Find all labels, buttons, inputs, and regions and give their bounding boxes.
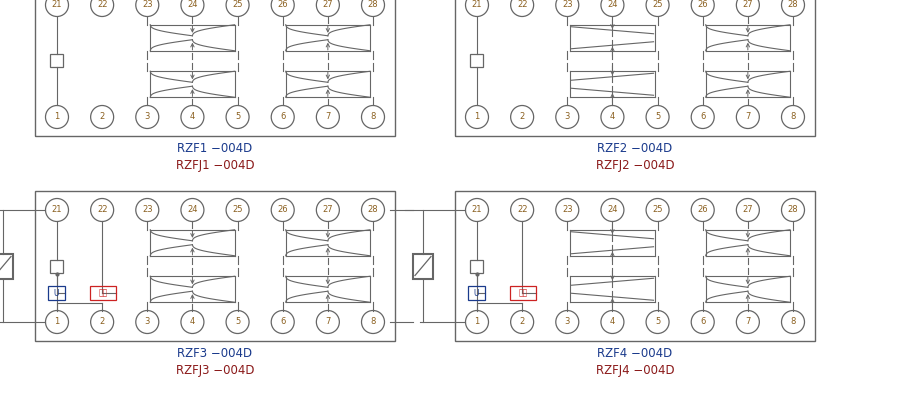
Text: 5: 5 bbox=[655, 113, 661, 122]
Text: 23: 23 bbox=[562, 0, 572, 10]
Text: 2: 2 bbox=[100, 318, 104, 326]
Text: RZFJ1 −004D: RZFJ1 −004D bbox=[176, 159, 255, 172]
Text: 1: 1 bbox=[474, 113, 480, 122]
Text: RZFJ3 −004D: RZFJ3 −004D bbox=[176, 364, 254, 377]
Text: U: U bbox=[54, 288, 59, 298]
Text: 6: 6 bbox=[700, 318, 706, 326]
Text: 5: 5 bbox=[655, 318, 661, 326]
Text: 7: 7 bbox=[325, 113, 330, 122]
Text: RZFJ4 −004D: RZFJ4 −004D bbox=[596, 364, 674, 377]
Text: 21: 21 bbox=[472, 205, 482, 215]
Text: 22: 22 bbox=[517, 205, 527, 215]
Text: 电源: 电源 bbox=[98, 288, 108, 298]
Text: 4: 4 bbox=[610, 113, 615, 122]
Bar bbox=[471, 55, 483, 67]
Bar bbox=[50, 55, 64, 67]
Text: 27: 27 bbox=[322, 205, 333, 215]
Text: 4: 4 bbox=[190, 113, 195, 122]
Bar bbox=[35, 191, 395, 341]
Bar bbox=[90, 286, 116, 300]
Bar bbox=[468, 286, 485, 300]
Bar bbox=[471, 259, 483, 273]
Text: 8: 8 bbox=[370, 113, 375, 122]
Text: 3: 3 bbox=[145, 318, 150, 326]
Text: 28: 28 bbox=[368, 205, 378, 215]
Text: 2: 2 bbox=[519, 318, 525, 326]
Text: 3: 3 bbox=[564, 318, 570, 326]
Text: 5: 5 bbox=[235, 113, 240, 122]
Text: 28: 28 bbox=[368, 0, 378, 10]
Text: 26: 26 bbox=[698, 0, 708, 10]
Text: 27: 27 bbox=[742, 205, 753, 215]
Text: 4: 4 bbox=[190, 318, 195, 326]
Text: 28: 28 bbox=[788, 205, 798, 215]
Text: 1: 1 bbox=[54, 318, 59, 326]
Text: 28: 28 bbox=[788, 0, 798, 10]
Text: 2: 2 bbox=[100, 113, 104, 122]
Text: 25: 25 bbox=[232, 0, 243, 10]
Text: 24: 24 bbox=[187, 205, 198, 215]
Text: 2: 2 bbox=[519, 113, 525, 122]
Text: 24: 24 bbox=[187, 0, 198, 10]
Text: RZF3 −004D: RZF3 −004D bbox=[177, 347, 253, 360]
Text: 26: 26 bbox=[277, 0, 288, 10]
Bar bbox=[413, 253, 433, 279]
Text: 21: 21 bbox=[51, 205, 62, 215]
Text: 22: 22 bbox=[97, 0, 107, 10]
Text: RZF2 −004D: RZF2 −004D bbox=[598, 142, 672, 155]
Text: 21: 21 bbox=[472, 0, 482, 10]
Text: 8: 8 bbox=[790, 113, 796, 122]
Bar bbox=[510, 286, 536, 300]
Text: 8: 8 bbox=[370, 318, 375, 326]
Text: RZF1 −004D: RZF1 −004D bbox=[177, 142, 253, 155]
Text: 7: 7 bbox=[745, 113, 751, 122]
Text: 1: 1 bbox=[54, 113, 59, 122]
Text: 3: 3 bbox=[145, 113, 150, 122]
Text: 23: 23 bbox=[562, 205, 572, 215]
Bar bbox=[35, 0, 395, 136]
Text: 22: 22 bbox=[517, 0, 527, 10]
Text: RZFJ2 −004D: RZFJ2 −004D bbox=[596, 159, 674, 172]
Text: 4: 4 bbox=[610, 318, 615, 326]
Text: 27: 27 bbox=[322, 0, 333, 10]
Bar bbox=[455, 191, 815, 341]
Text: 6: 6 bbox=[280, 113, 285, 122]
Bar bbox=[0, 253, 13, 279]
Text: U: U bbox=[473, 288, 479, 298]
Text: 6: 6 bbox=[280, 318, 285, 326]
Text: 7: 7 bbox=[745, 318, 751, 326]
Text: 23: 23 bbox=[142, 205, 153, 215]
Text: 26: 26 bbox=[698, 205, 708, 215]
Text: 23: 23 bbox=[142, 0, 153, 10]
Text: 25: 25 bbox=[652, 0, 662, 10]
Text: 24: 24 bbox=[608, 0, 617, 10]
Text: 1: 1 bbox=[474, 318, 480, 326]
Text: 5: 5 bbox=[235, 318, 240, 326]
Bar bbox=[50, 259, 64, 273]
Text: 3: 3 bbox=[564, 113, 570, 122]
Text: 21: 21 bbox=[51, 0, 62, 10]
Text: 25: 25 bbox=[652, 205, 662, 215]
Text: 6: 6 bbox=[700, 113, 706, 122]
Text: 27: 27 bbox=[742, 0, 753, 10]
Text: 电源: 电源 bbox=[518, 288, 527, 298]
Bar bbox=[48, 286, 65, 300]
Text: 24: 24 bbox=[608, 205, 617, 215]
Text: 25: 25 bbox=[232, 205, 243, 215]
Text: 26: 26 bbox=[277, 205, 288, 215]
Text: 8: 8 bbox=[790, 318, 796, 326]
Text: 7: 7 bbox=[325, 318, 330, 326]
Bar bbox=[455, 0, 815, 136]
Text: RZF4 −004D: RZF4 −004D bbox=[598, 347, 672, 360]
Text: 22: 22 bbox=[97, 205, 107, 215]
